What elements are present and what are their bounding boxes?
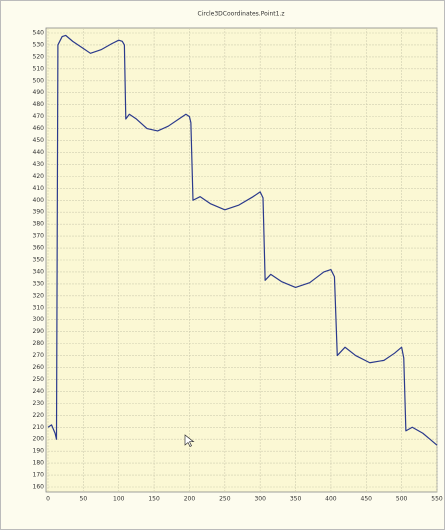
x-tick-label: 400 [325, 496, 337, 503]
y-tick-label: 170 [33, 472, 45, 479]
x-tick-label: 50 [80, 496, 88, 503]
x-tick-label: 350 [290, 496, 302, 503]
y-tick-label: 340 [33, 268, 45, 275]
grid [47, 28, 438, 492]
chart-title: Circle3DCoordinates.Point1.z [198, 11, 285, 18]
x-tick-label: 100 [113, 496, 125, 503]
x-tick-label: 500 [396, 496, 408, 503]
y-tick-label: 370 [33, 233, 45, 240]
y-tick-label: 510 [33, 65, 45, 72]
y-tick-label: 380 [33, 221, 45, 228]
y-tick-label: 410 [33, 185, 45, 192]
y-tick-label: 260 [33, 364, 45, 371]
y-tick-label: 500 [33, 77, 45, 84]
y-tick-label: 450 [33, 137, 45, 144]
x-tick-label: 250 [219, 496, 231, 503]
y-tick-label: 490 [33, 89, 45, 96]
y-tick-label: 320 [33, 292, 45, 299]
x-tick-label: 200 [184, 496, 196, 503]
marks [47, 34, 438, 446]
x-tick-label: 0 [46, 496, 50, 503]
mouse-cursor [184, 434, 195, 447]
y-tick-label: 230 [33, 400, 45, 407]
x-tick-label: 450 [361, 496, 373, 503]
y-tick-label: 250 [33, 376, 45, 383]
y-tick-label: 310 [33, 304, 45, 311]
y-tick-label: 240 [33, 388, 45, 395]
y-tick-label: 520 [33, 53, 45, 60]
y-tick-label: 480 [33, 101, 45, 108]
x-tick-label: 550 [431, 496, 443, 503]
y-tick-label: 430 [33, 161, 45, 168]
y-tick-label: 390 [33, 209, 45, 216]
y-tick-label: 470 [33, 113, 45, 120]
y-tick-label: 220 [33, 412, 45, 419]
x-tick-label: 300 [254, 496, 266, 503]
y-tick-label: 290 [33, 328, 45, 335]
y-tick-label: 160 [33, 484, 45, 491]
y-tick-label: 280 [33, 340, 45, 347]
y-tick-label: 360 [33, 245, 45, 252]
y-tick-label: 330 [33, 280, 45, 287]
y-tick-label: 270 [33, 352, 45, 359]
y-tick-label: 350 [33, 257, 45, 264]
y-tick-label: 190 [33, 448, 45, 455]
y-tick-label: 400 [33, 197, 45, 204]
y-tick-label: 300 [33, 316, 45, 323]
data-line [47, 34, 438, 446]
y-tick-label: 210 [33, 424, 45, 431]
y-tick-label: 200 [33, 436, 45, 443]
y-tick-label: 540 [33, 30, 45, 37]
x-tick-label: 150 [148, 496, 160, 503]
y-tick-label: 460 [33, 125, 45, 132]
y-tick-label: 440 [33, 149, 45, 156]
y-tick-label: 530 [33, 41, 45, 48]
y-tick-label: 420 [33, 173, 45, 180]
y-tick-label: 180 [33, 460, 45, 467]
